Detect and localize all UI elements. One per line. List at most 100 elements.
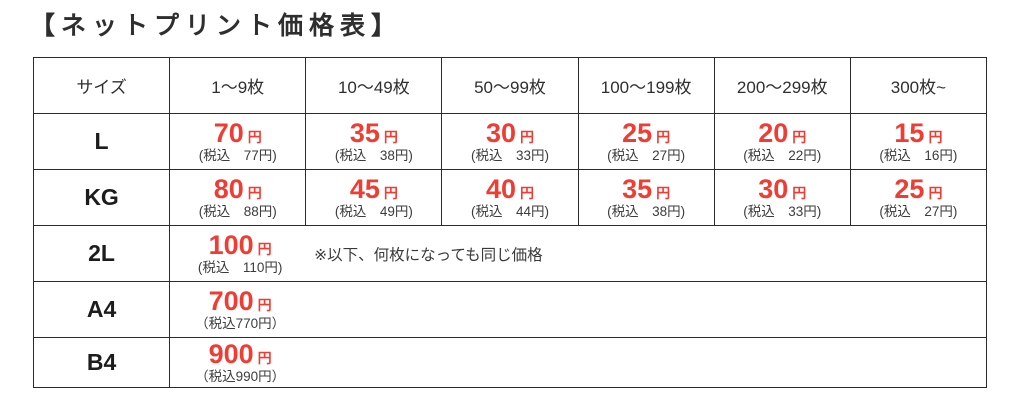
merged-inner: 100 円 (税込 110円) ※以下、何枚になっても同じ価格 (170, 231, 986, 277)
price-line: 25 円 (579, 119, 714, 147)
price-tax-included: (税込 16円) (879, 148, 958, 164)
price-unit: 円 (520, 184, 535, 201)
price-line: 25 円 (851, 175, 986, 203)
price-line: 15 円 (851, 119, 986, 147)
price-cell: 25 円 (税込 27円) (577, 113, 715, 170)
price-cell: 40 円 (税込 44円) (441, 169, 579, 226)
price-amount: 35 (349, 117, 380, 148)
price-unit: 円 (928, 184, 943, 201)
size-cell: A4 (32, 281, 171, 338)
price-amount: 20 (758, 117, 789, 148)
price-amount: 35 (622, 173, 653, 204)
price-table-header: サイズ 1〜9枚 10〜49枚 50〜99枚 100〜199枚 200〜299枚… (32, 57, 988, 114)
header-cell-qty-100-199: 100〜199枚 (577, 57, 715, 114)
price-tax-included: (税込 77円) (198, 148, 277, 164)
price-amount: 30 (485, 117, 517, 148)
price-unit: 円 (792, 184, 807, 201)
price-unit: 円 (257, 349, 272, 366)
price-cell: 15 円 (税込 16円) (849, 113, 988, 170)
price-tax-included: (税込 88円) (198, 204, 277, 220)
price-unit: 円 (656, 184, 671, 201)
price-line: 100 円 (170, 231, 310, 259)
price-tax-included: (税込 33円) (470, 148, 549, 164)
price-unit: 円 (257, 296, 272, 313)
price-line: 70 円 (170, 119, 305, 147)
price-tax-included: (税込 38円) (334, 148, 413, 164)
price-tax-included: (税込 110円) (197, 260, 283, 276)
size-cell: L (32, 113, 171, 170)
price-line: 40 円 (442, 175, 577, 203)
merged-inner: 900 円（税込990円） (170, 340, 986, 386)
price-unit: 円 (247, 184, 262, 201)
price-amount: 25 (894, 173, 925, 204)
header-row: サイズ 1〜9枚 10〜49枚 50〜99枚 100〜199枚 200〜299枚… (32, 57, 988, 114)
size-cell: KG (32, 169, 171, 226)
price-unit: 円 (792, 128, 807, 145)
price-tax-included: (税込 22円) (743, 148, 822, 164)
price-tax-included: (税込 44円) (470, 204, 549, 220)
table-row-b4: B4 900 円（税込990円） (32, 337, 987, 388)
price-unit: 円 (257, 240, 272, 257)
price-block: 700 円（税込770円） (170, 287, 310, 333)
price-line: 30 円 (715, 175, 850, 203)
price-amount: 70 (213, 117, 244, 148)
price-block: 100 円 (税込 110円) (170, 231, 310, 277)
price-tax-included: (税込 49円) (334, 204, 413, 220)
price-line: 35 円 (579, 175, 714, 203)
price-amount: 40 (485, 173, 517, 204)
size-cell: 2L (32, 225, 171, 282)
price-unit: 円 (520, 128, 535, 145)
table-row-2l: 2L 100 円 (税込 110円) ※以下、何枚になっても同じ価格 (32, 225, 987, 282)
price-tax-included: （税込990円） (195, 369, 286, 385)
price-line: 900 円 (170, 340, 310, 368)
table-row-l: L 70 円 (税込 77円) 35 円 (税込 38円) 30 円 (税込 33円) 25 円 (税込… (32, 113, 988, 170)
price-amount: 80 (213, 173, 244, 204)
price-amount: 900 (208, 338, 254, 369)
price-cell: 70 円 (税込 77円) (169, 113, 307, 170)
price-unit: 円 (656, 128, 671, 145)
page-title: 【ネットプリント価格表】 (30, 12, 403, 40)
price-tax-included: (税込 33円) (743, 204, 822, 220)
price-amount: 30 (758, 173, 789, 204)
price-block: 900 円（税込990円） (170, 340, 310, 386)
price-unit: 円 (247, 128, 262, 145)
price-line: 35 円 (306, 119, 441, 147)
table-row-kg: KG 80 円 (税込 88円) 45 円 (税込 49円) 40 円 (税込 44円) 35 円 (税… (32, 169, 988, 226)
price-tax-included: (税込 27円) (607, 148, 686, 164)
price-cell: 80 円 (税込 88円) (169, 169, 307, 226)
price-cell: 35 円 (税込 38円) (577, 169, 715, 226)
table-row-a4: A4 700 円（税込770円） (32, 281, 987, 338)
price-amount: 100 (208, 229, 254, 260)
price-amount: 25 (622, 117, 653, 148)
price-line: 20 円 (715, 119, 850, 147)
price-cell: 30 円 (税込 33円) (713, 169, 851, 226)
price-unit: 円 (383, 184, 398, 201)
price-line: 45 円 (306, 175, 441, 203)
price-unit: 円 (383, 128, 398, 145)
price-table-body: L 70 円 (税込 77円) 35 円 (税込 38円) 30 円 (税込 33円) 25 円 (税込… (32, 113, 988, 388)
header-cell-qty-50-99: 50〜99枚 (441, 57, 579, 114)
price-line: 700 円 (170, 287, 310, 315)
merged-price-cell: 900 円（税込990円） (169, 337, 987, 388)
header-cell-qty-200-299: 200〜299枚 (713, 57, 851, 114)
header-cell-qty-300plus: 300枚~ (849, 57, 988, 114)
price-cell: 20 円 (税込 22円) (713, 113, 851, 170)
price-cell: 25 円 (税込 27円) (849, 169, 988, 226)
header-cell-size: サイズ (32, 57, 171, 114)
merged-price-cell: 700 円（税込770円） (169, 281, 987, 338)
price-tax-included: (税込 38円) (607, 204, 686, 220)
price-amount: 45 (349, 173, 380, 204)
merged-inner: 700 円（税込770円） (170, 287, 986, 333)
price-line: 30 円 (442, 119, 577, 147)
merged-price-cell: 100 円 (税込 110円) ※以下、何枚になっても同じ価格 (169, 225, 987, 282)
price-tax-included: (税込 27円) (879, 204, 958, 220)
price-unit: 円 (928, 128, 943, 145)
price-table: サイズ 1〜9枚 10〜49枚 50〜99枚 100〜199枚 200〜299枚… (32, 57, 988, 388)
price-cell: 45 円 (税込 49円) (305, 169, 443, 226)
price-cell: 35 円 (税込 38円) (305, 113, 443, 170)
price-line: 80 円 (170, 175, 305, 203)
header-cell-qty-10-49: 10〜49枚 (305, 57, 443, 114)
price-amount: 700 (208, 285, 254, 316)
price-cell: 30 円 (税込 33円) (441, 113, 579, 170)
